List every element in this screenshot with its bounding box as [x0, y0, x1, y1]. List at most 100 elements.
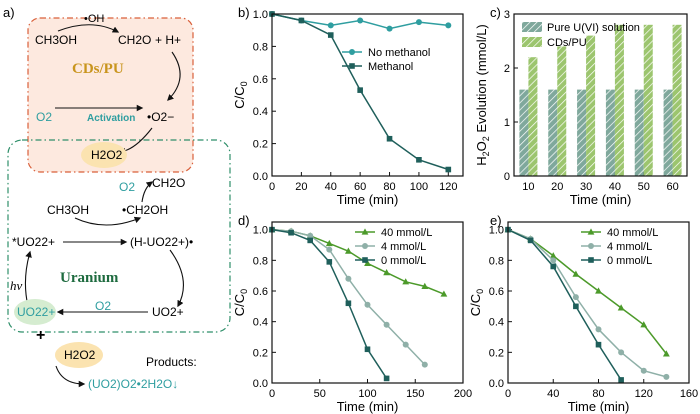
x-axis-label: Time (min): [337, 192, 399, 207]
chart-panel-c: c) 0 1 2 3 10 20 30 40 50 60 Time (min) H2O2 Evoluti…: [474, 5, 688, 207]
plot-frame: [271, 13, 464, 177]
data-point-no-methanol: [327, 22, 334, 29]
x-tick-label: 100: [410, 181, 428, 193]
o2-bottom-text: O2: [95, 299, 111, 313]
x-tick-label: 20: [551, 181, 563, 193]
y-tick-label: 1.0: [253, 9, 268, 21]
ch2o-mid-text: CH2O: [152, 176, 185, 190]
y-tick-label: 0.4: [253, 106, 268, 118]
data-point-4-mmol-l: [663, 373, 670, 380]
h2o2-bottom-text: H2O2: [64, 348, 96, 362]
x-tick-label: 0: [269, 181, 275, 193]
y-tick-label: 0.4: [253, 317, 268, 329]
y-tick-label: 1.0: [253, 225, 268, 237]
legend-swatch: [522, 22, 542, 32]
uranium-box: [7, 139, 231, 333]
data-point-4-mmol-l: [364, 301, 371, 308]
h-uo2-radical-text: (H-UO22+)•: [130, 235, 193, 249]
y-tick-label: 0.2: [253, 347, 268, 359]
chart-panel-b: b) 0.0 0.2 0.4 0.6 0.8 1.0 0 20 40 60 80 100 120 Time …: [232, 5, 464, 207]
bar-pure-uvi: [519, 89, 529, 176]
data-point-40-mmol-l: [364, 259, 371, 266]
oh-radical-text: •OH: [84, 13, 104, 25]
x-tick-label: 200: [454, 388, 472, 400]
y-axis-label: C/C0: [232, 81, 249, 108]
data-point-40-mmol-l: [662, 350, 670, 357]
photoexcitation-arrow: [24, 250, 32, 307]
data-point-methanol: [357, 87, 363, 93]
uo2-excited-text: *UO22+: [12, 235, 55, 249]
x-tick-label: 160: [680, 388, 698, 400]
data-point-0-mmol-l: [550, 263, 557, 270]
y-tick-label: 0.2: [253, 139, 268, 151]
y-tick-label: 0: [504, 171, 510, 183]
y-tick-label: 0.8: [253, 255, 268, 267]
legend-label: No methanol: [368, 47, 430, 59]
data-point-4-mmol-l: [595, 326, 602, 333]
data-point-0-mmol-l: [307, 237, 313, 244]
bar-cds-pu: [557, 46, 567, 177]
uo2-ground-text: UO22+: [17, 305, 55, 319]
y-tick-label: 0.8: [253, 41, 268, 53]
data-point-0-mmol-l: [288, 229, 294, 236]
legend-swatch: [522, 37, 542, 47]
methanol-oxidation-arrow: [74, 216, 142, 226]
h2o2-center-text: H2O2: [91, 148, 123, 162]
x-tick-label: 80: [592, 388, 604, 400]
x-tick-label: 20: [295, 181, 307, 193]
x-tick-label: 0: [505, 388, 511, 400]
data-point-40-mmol-l: [617, 304, 625, 311]
o2-top-text: O2: [36, 110, 52, 124]
y-tick-label: 0.0: [253, 171, 268, 183]
data-point-4-mmol-l: [402, 341, 409, 348]
data-point-0-mmol-l: [573, 303, 579, 310]
h-plus-text: + H+: [155, 33, 181, 47]
y-tick-label: 0.0: [489, 378, 504, 390]
y-tick-label: 1: [504, 117, 510, 129]
data-point-0-mmol-l: [364, 346, 371, 353]
x-tick-label: 40: [609, 181, 621, 193]
uo2-highlight: [14, 299, 56, 325]
x-tick-label: 100: [358, 388, 376, 400]
x-tick-label: 50: [314, 388, 326, 400]
legend-marker: [588, 243, 594, 249]
data-point-40-mmol-l: [572, 270, 580, 277]
ch3oh-top-text: CH3OH: [35, 33, 77, 47]
y-axis-label: C/C0: [232, 289, 249, 316]
data-point-40-mmol-l: [440, 290, 448, 297]
y-tick-label: 0.6: [253, 74, 268, 86]
legend-label: 4 mmol/L: [381, 241, 426, 253]
bar-pure-uvi: [548, 89, 558, 176]
data-point-40-mmol-l: [325, 239, 333, 247]
bar-cds-pu: [643, 24, 653, 176]
legend-label: 40 mmol/L: [381, 227, 432, 239]
x-tick-label: 30: [580, 181, 592, 193]
panel-label-b: b): [238, 5, 250, 20]
x-tick-label: 120: [439, 181, 457, 193]
data-point-no-methanol: [386, 25, 393, 32]
cds-pu-box: [27, 17, 194, 173]
reduction-arrow: [169, 249, 184, 308]
legend-marker: [362, 257, 368, 263]
data-point-4-mmol-l: [326, 246, 333, 253]
data-point-40-mmol-l: [345, 247, 352, 254]
data-point-4-mmol-l: [572, 294, 579, 301]
x-tick-label: 60: [354, 181, 366, 193]
data-point-no-methanol: [415, 19, 422, 26]
data-point-0-mmol-l: [595, 341, 602, 348]
bar-cds-pu: [672, 24, 682, 176]
bar-pure-uvi: [663, 89, 673, 176]
y-tick-label: 0.2: [489, 347, 504, 359]
data-point-40-mmol-l: [595, 287, 602, 294]
data-point-0-mmol-l: [383, 375, 390, 382]
data-point-0-mmol-l: [345, 300, 352, 307]
plot-frame: [513, 13, 688, 177]
ch3oh-mid-text: CH3OH: [47, 203, 89, 217]
data-point-0-mmol-l: [618, 377, 624, 383]
x-tick-label: 150: [406, 388, 424, 400]
y-axis-label: H2O2 Evolution (mmol/L): [474, 24, 491, 166]
legend-marker: [361, 228, 369, 235]
h2o2-highlight: [81, 142, 127, 168]
x-tick-label: 10: [522, 181, 534, 193]
